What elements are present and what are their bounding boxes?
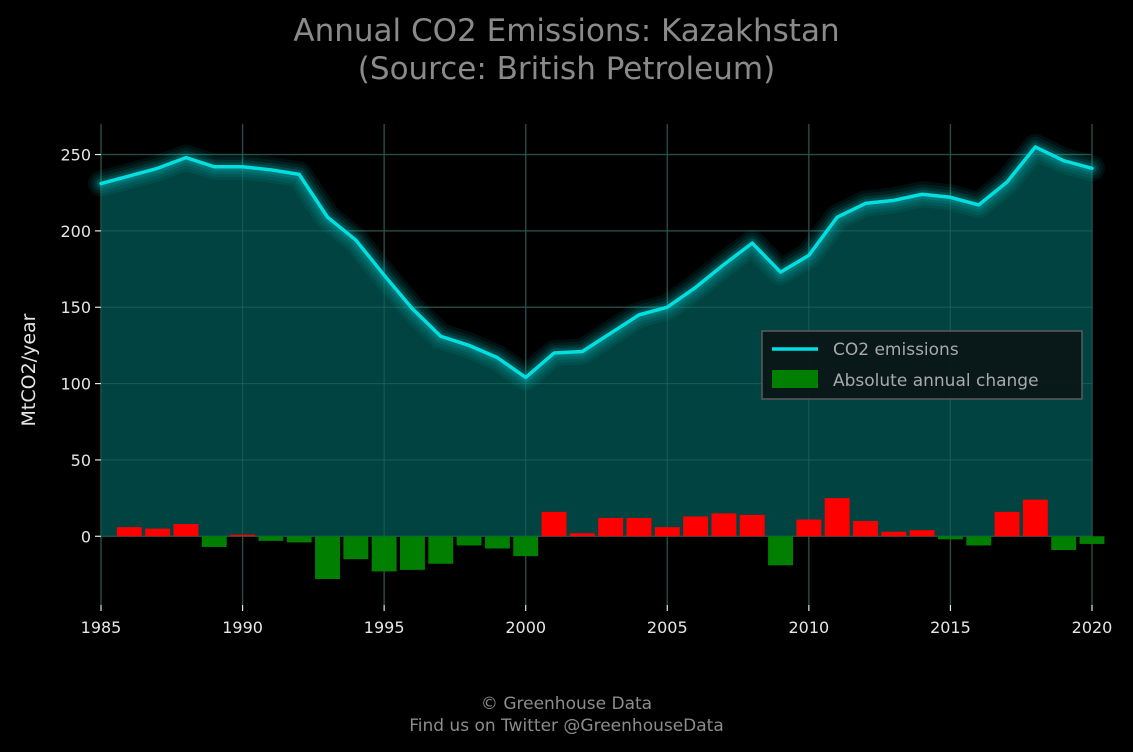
- footer-twitter: Find us on Twitter @GreenhouseData: [409, 716, 724, 736]
- change-bar-2002: [569, 533, 595, 537]
- footer: © Greenhouse Data Find us on Twitter @Gr…: [0, 693, 1133, 737]
- legend-label-change: Absolute annual change: [833, 371, 1039, 391]
- x-tick-label: 2010: [788, 618, 829, 637]
- y-tick-label: 150: [60, 298, 91, 317]
- x-tick-label: 1985: [81, 618, 122, 637]
- y-tick-label: 50: [71, 451, 91, 470]
- change-bar-1998: [456, 536, 482, 546]
- change-bar-2006: [683, 516, 709, 537]
- legend-bar-swatch: [772, 370, 818, 388]
- footer-credit: © Greenhouse Data: [480, 694, 653, 714]
- change-bar-2017: [994, 511, 1020, 537]
- change-bar-2003: [598, 517, 624, 537]
- change-bar-2005: [654, 527, 680, 537]
- change-bar-1996: [399, 536, 425, 570]
- change-bar-1999: [484, 536, 510, 549]
- legend-box: [761, 330, 1083, 400]
- x-tick-label: 2020: [1072, 618, 1113, 637]
- change-bar-1993: [315, 536, 340, 580]
- change-bar-2014: [909, 530, 935, 537]
- change-bar-1987: [145, 528, 171, 537]
- change-bar-2019: [1051, 536, 1077, 551]
- change-bar-2016: [966, 536, 992, 546]
- change-bar-2018: [1022, 499, 1048, 537]
- change-bar-2000: [513, 536, 539, 557]
- x-tick-label: 2015: [930, 618, 971, 637]
- y-tick-label: 0: [81, 527, 91, 546]
- change-bar-1991: [258, 536, 284, 541]
- y-axis-label: MtCO2/year: [18, 313, 40, 426]
- change-bar-2010: [796, 519, 822, 537]
- change-bar-1989: [201, 536, 227, 547]
- y-tick-label: 100: [60, 375, 91, 394]
- change-bars: [116, 498, 1105, 580]
- change-bar-2007: [711, 513, 737, 537]
- y-tick-label: 250: [60, 146, 91, 165]
- x-tick-label: 2000: [505, 618, 546, 637]
- change-bar-2011: [824, 498, 850, 537]
- emissions-line: [99, 145, 1094, 380]
- change-bar-1992: [286, 536, 312, 543]
- legend: CO2 emissions Absolute annual change: [761, 330, 1083, 400]
- chart-title-line2: (Source: British Petroleum): [357, 51, 776, 87]
- emissions-line-group: [88, 133, 1105, 391]
- axis-ticks: 1985 1990 1995 2000 2005 2010 2015 2020 0 50 100 15…: [60, 146, 1112, 637]
- change-bar-1994: [343, 536, 369, 560]
- y-tick-label: 200: [60, 222, 91, 241]
- change-bar-2004: [626, 517, 652, 537]
- change-bar-1986: [116, 527, 142, 537]
- change-bar-2001: [541, 511, 567, 537]
- x-tick-label: 1990: [222, 618, 263, 637]
- change-bar-1995: [371, 536, 397, 572]
- area-path: [101, 146, 1092, 537]
- change-bar-2009: [768, 536, 794, 566]
- change-bar-1990: [230, 534, 256, 537]
- change-bar-2020: [1079, 536, 1105, 544]
- change-bar-1988: [173, 524, 199, 537]
- change-bar-2015: [937, 536, 963, 540]
- chart-title: Annual CO2 Emissions: Kazakhstan (Source…: [0, 12, 1133, 88]
- change-bar-2008: [739, 514, 765, 537]
- x-tick-label: 2005: [647, 618, 688, 637]
- change-bar-1997: [428, 536, 454, 564]
- change-bar-2012: [853, 521, 878, 537]
- legend-label-emissions: CO2 emissions: [833, 340, 959, 360]
- x-tick-label: 1995: [364, 618, 405, 637]
- change-bar-2013: [881, 531, 907, 537]
- chart-title-line1: Annual CO2 Emissions: Kazakhstan: [293, 13, 840, 49]
